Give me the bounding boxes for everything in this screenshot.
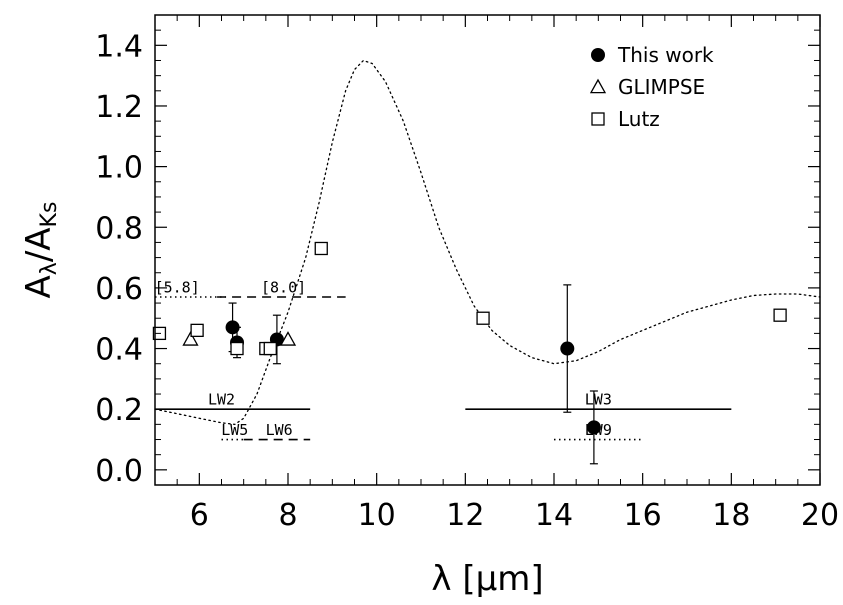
data-point-open-triangle — [279, 331, 297, 346]
y-tick-label: 0.4 — [95, 333, 143, 368]
data-point-filled-circle — [586, 420, 601, 435]
legend-marker-open-triangle — [589, 78, 607, 94]
plot-frame — [154, 14, 821, 486]
model-curve-layer — [154, 59, 821, 426]
legend-marker-open-square — [591, 112, 605, 126]
data-points-layer — [152, 241, 787, 465]
y-axis-title-sub2: Ks — [37, 202, 62, 228]
data-point-open-square — [773, 308, 787, 322]
x-tick-label: 18 — [712, 498, 750, 533]
model-extinction-curve — [154, 59, 821, 426]
legend-label: This work — [617, 43, 714, 67]
y-tick-label: 1.2 — [95, 90, 143, 125]
filter-band-label: LW3 — [585, 391, 612, 409]
y-tick-label: 0.0 — [95, 454, 143, 489]
x-axis-title: λ [μm] — [431, 559, 543, 599]
y-tick-label: 1.0 — [95, 151, 143, 186]
x-tick-label: 6 — [190, 498, 209, 533]
y-tick-label: 1.4 — [95, 29, 143, 64]
data-point-filled-circle — [225, 320, 240, 335]
filter-band-label: [8.0] — [261, 278, 306, 296]
data-point-open-square — [190, 323, 204, 338]
data-point-open-triangle — [182, 331, 199, 346]
data-point-open-square — [263, 341, 277, 356]
filter-band-label: LW5 — [221, 421, 248, 439]
legend-label: Lutz — [618, 107, 660, 131]
filter-band-label: LW2 — [208, 391, 235, 409]
x-tick-label: 14 — [535, 498, 573, 533]
filter-band-label: LW6 — [266, 421, 293, 439]
y-axis-title-main: A — [19, 275, 59, 298]
x-tick-label: 16 — [624, 498, 662, 533]
y-tick-label: 0.6 — [95, 272, 143, 307]
y-axis-title-sub1: λ — [37, 262, 62, 275]
x-tick-label: 12 — [446, 498, 484, 533]
y-axis-title: Aλ/AKs — [19, 202, 62, 299]
data-point-open-square — [230, 341, 244, 356]
x-tick-label: 20 — [801, 498, 839, 533]
axis-ticks-layer: 6 8 10 12 14 16 18 20 0.0 0.2 0.4 0.6 0.8 1.0 1.2 1.4 — [95, 15, 839, 533]
y-axis-title-sep: /A — [19, 227, 59, 262]
y-tick-label: 0.2 — [95, 393, 143, 428]
x-tick-label: 10 — [358, 498, 396, 533]
filter-band-label: [5.8] — [155, 278, 200, 296]
data-point-open-square — [314, 241, 328, 256]
legend-label: GLIMPSE — [618, 75, 705, 99]
x-tick-label: 8 — [278, 498, 297, 533]
legend: This work GLIMPSE Lutz — [589, 43, 714, 131]
data-point-open-square — [476, 311, 490, 325]
data-point-filled-circle — [560, 341, 575, 356]
filter-bands-layer: [5.8][8.0]LW2LW3LW5LW6LW9 — [155, 278, 732, 441]
legend-marker-filled-circle — [591, 48, 605, 62]
y-tick-label: 0.8 — [95, 211, 143, 246]
